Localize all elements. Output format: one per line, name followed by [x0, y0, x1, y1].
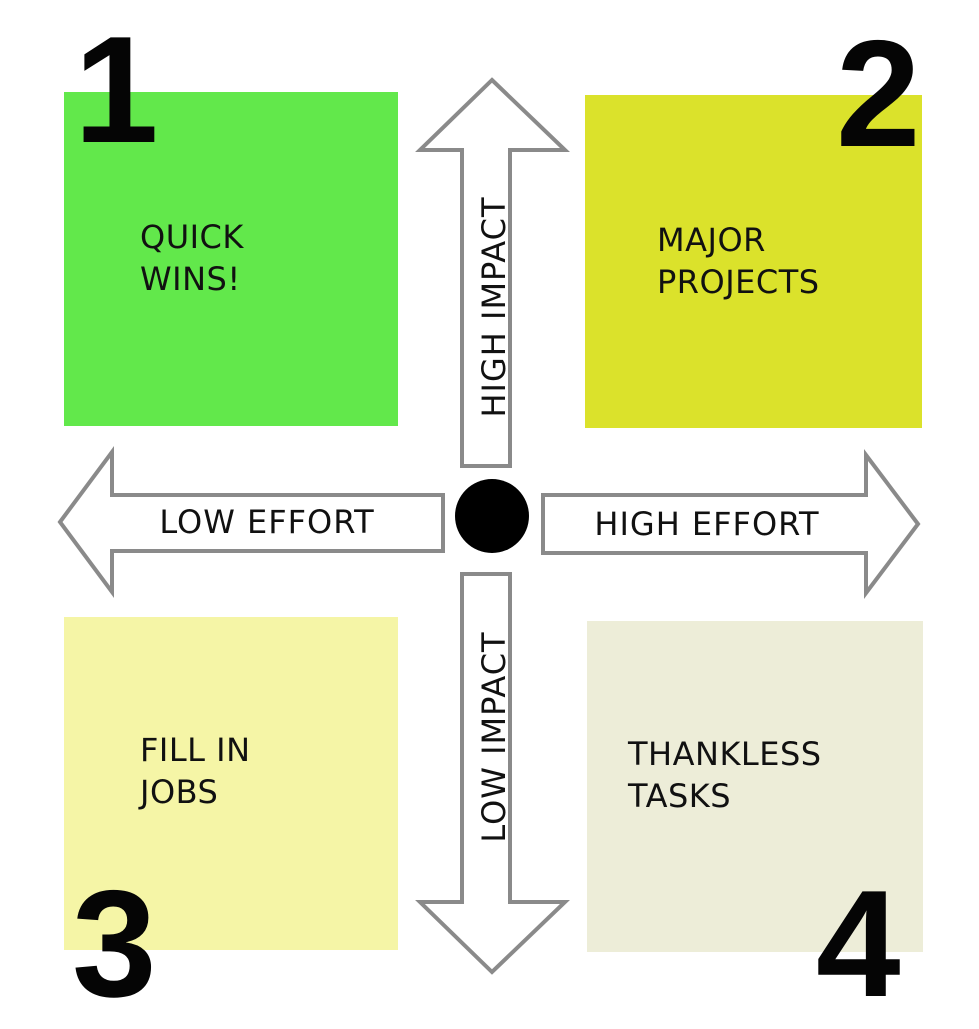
quadrant-thankless-tasks: THANKLESS TASKS	[587, 621, 923, 952]
axis-label-low-impact: LOW IMPACT	[475, 631, 513, 842]
center-dot	[455, 479, 529, 553]
axis-label-high-impact: HIGH IMPACT	[475, 196, 513, 417]
axis-label-high-effort: HIGH EFFORT	[594, 505, 819, 543]
axis-arrows: HIGH IMPACT LOW IMPACT LOW EFFORT HIGH E…	[57, 77, 921, 975]
axis-label-low-effort: LOW EFFORT	[159, 503, 374, 541]
quadrant-label-major-projects: MAJOR PROJECTS	[657, 221, 820, 301]
high-effort-arrow	[541, 449, 921, 599]
quadrant-label-quick-wins: QUICK WINS!	[140, 218, 244, 298]
quadrant-number-4: 4	[816, 859, 901, 1029]
high-impact-arrow	[415, 77, 570, 468]
quadrant-number-2: 2	[836, 9, 921, 179]
low-impact-arrow	[415, 572, 570, 975]
low-effort-arrow	[57, 445, 445, 599]
quadrant-fill-in-jobs: FILL IN JOBS	[64, 617, 398, 950]
quadrant-major-projects: MAJOR PROJECTS	[585, 95, 922, 428]
quadrant-label-thankless-tasks: THANKLESS TASKS	[628, 735, 822, 815]
quadrant-label-fill-in-jobs: FILL IN JOBS	[140, 731, 251, 811]
quadrant-number-3: 3	[72, 859, 157, 1029]
quadrant-quick-wins: QUICK WINS!	[64, 92, 398, 426]
quadrant-number-1: 1	[74, 5, 159, 175]
